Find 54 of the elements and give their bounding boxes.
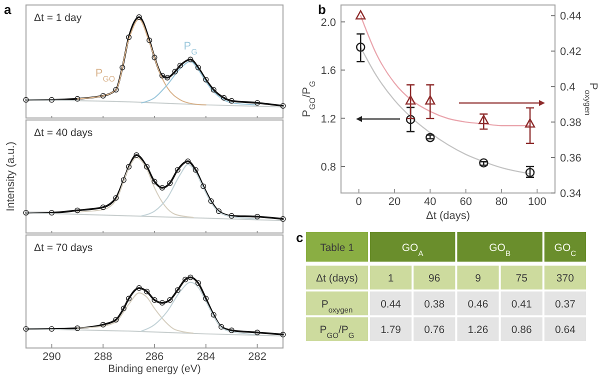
text: 1.26 [468, 324, 488, 336]
y2-tick-label: 0.42 [560, 46, 582, 58]
series-label: P$_{GO}$ [95, 67, 116, 83]
x-tick-label: 100 [528, 196, 546, 208]
text: GO$_{A}$ [402, 242, 424, 258]
y-axis-title: Intensity (a.u.) [5, 142, 17, 212]
y2-tick-label: 0.4 [560, 82, 576, 94]
chart-title: b [318, 2, 326, 17]
y-tick-label: 1.6 [320, 65, 336, 78]
text: 96 [428, 272, 440, 285]
x-tick-label: 288 [94, 351, 112, 363]
text: GO$_{B}$ [489, 242, 510, 258]
text: 0.41 [511, 298, 532, 310]
text: 370 [556, 272, 574, 285]
text: 1 [388, 272, 394, 285]
text: 9 [475, 272, 481, 285]
y-tick-label: 2.0 [320, 16, 336, 29]
text: GO$_{C}$ [554, 242, 576, 258]
text: 0.38 [424, 298, 445, 310]
x-tick-label: 284 [196, 351, 216, 363]
x-tick-label: 40 [424, 196, 436, 208]
y2-tick-label: 0.36 [560, 152, 582, 165]
x-tick-label: 0 [356, 196, 362, 208]
x-tick-label: 282 [248, 351, 266, 363]
x-axis-title: Binding energy (eV) [108, 363, 201, 375]
text: 0.64 [554, 324, 576, 336]
text: Δt = 70 days [34, 242, 93, 254]
text: P$_{oxygen}$ [321, 298, 353, 314]
text: 75 [516, 272, 528, 285]
text: 0.46 [468, 298, 488, 310]
text: Table 1 [320, 242, 354, 254]
annotation: Δt = 1 day [34, 12, 82, 24]
x-axis-title: Δt (days) [426, 210, 470, 222]
x-tick-label: 20 [388, 196, 401, 208]
text: c [296, 230, 304, 245]
chart-title: a [4, 2, 12, 17]
y2-tick-label: 0.44 [560, 10, 582, 23]
text: Δt (days) [316, 272, 358, 285]
x-tick-label: 60 [460, 196, 472, 208]
y-tick-label: 1.2 [320, 113, 336, 126]
text: Δt = 40 days [34, 127, 93, 139]
x-tick-label: 286 [145, 351, 164, 363]
y-tick-label: 0.8 [320, 161, 336, 174]
text: 0.44 [380, 298, 402, 310]
x-tick-label: 80 [495, 196, 508, 208]
text: 0.76 [424, 324, 445, 336]
series-label: P$_{G}$ [184, 40, 198, 56]
x-tick-label: 290 [42, 351, 61, 363]
text: 0.86 [511, 324, 532, 336]
y2-tick-label: 0.34 [560, 188, 582, 200]
text: P$_{GO}$/P$_{G}$ [320, 324, 354, 340]
text: 0.37 [554, 298, 576, 310]
text: 1.79 [380, 324, 402, 336]
y2-tick-label: 0.38 [560, 117, 582, 130]
